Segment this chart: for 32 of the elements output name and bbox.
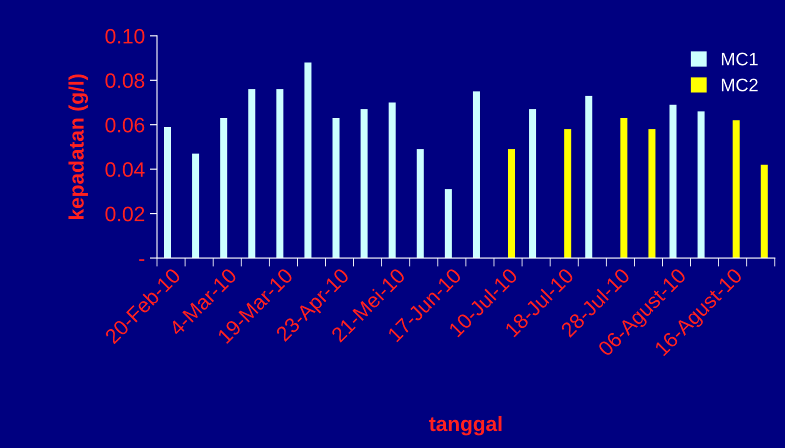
bar — [529, 109, 536, 258]
bar — [164, 126, 172, 258]
bar — [444, 189, 452, 258]
y-tick-label: 0.10 — [105, 28, 144, 44]
y-tick-label: 0.04 — [105, 162, 145, 177]
bar — [508, 149, 516, 258]
bar — [564, 129, 572, 258]
bar — [585, 96, 592, 258]
y-tick-label: 0.08 — [105, 73, 144, 88]
bar — [276, 89, 284, 258]
legend-label: MC2 — [722, 78, 758, 92]
bar — [416, 149, 424, 258]
bar — [669, 104, 677, 258]
y-tick-label: 0.02 — [105, 206, 144, 222]
bar — [332, 118, 340, 258]
bar — [698, 111, 705, 258]
bar — [648, 129, 656, 258]
legend-label: MC1 — [722, 52, 758, 66]
bar — [304, 62, 312, 258]
bar — [472, 91, 480, 258]
y-axis-title: kepadatan (g/l) — [68, 74, 88, 219]
bar — [360, 109, 368, 258]
bar — [620, 118, 628, 258]
bar — [388, 102, 396, 258]
bar — [732, 120, 740, 258]
bar — [192, 154, 200, 258]
y-tick-label: - — [139, 259, 144, 261]
bar — [760, 164, 768, 258]
x-axis-title: tanggal — [429, 416, 502, 436]
bar — [220, 118, 228, 258]
bar — [248, 89, 256, 258]
y-tick-label: 0.06 — [105, 118, 144, 132]
